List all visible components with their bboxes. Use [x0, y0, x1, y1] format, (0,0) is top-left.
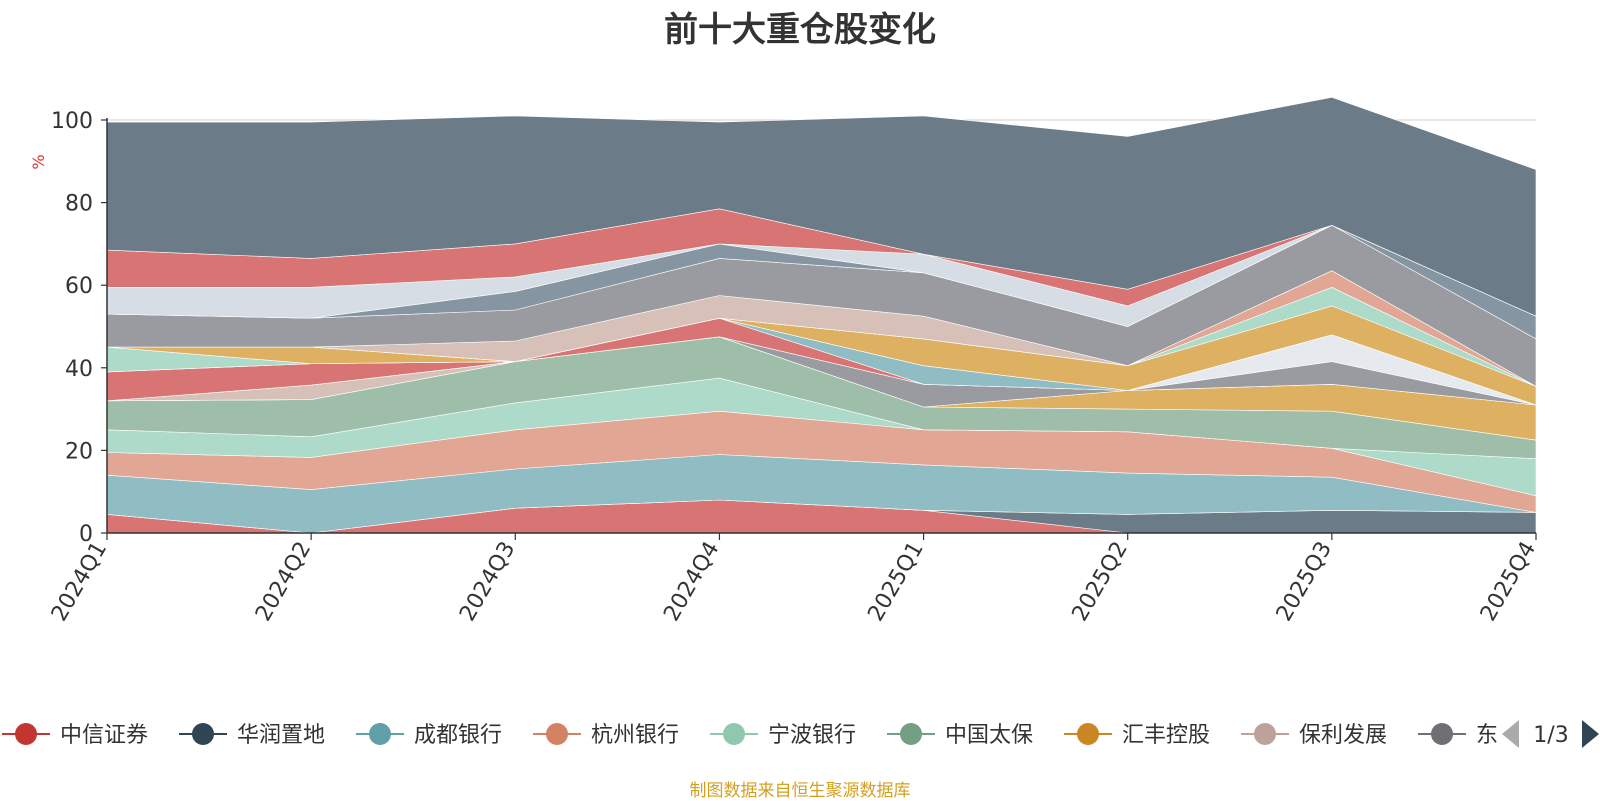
legend-label: 成都银行 [414, 723, 502, 748]
legend-next-page-icon[interactable] [1582, 720, 1599, 748]
x-tick-label: 2025Q4 [1476, 538, 1541, 626]
legend-marker [900, 723, 922, 745]
legend-label: 宁波银行 [768, 723, 856, 748]
legend-label: 华润置地 [237, 723, 325, 748]
legend-marker [723, 723, 745, 745]
legend-marker [1431, 723, 1453, 745]
legend-item[interactable]: 成都银行 [356, 723, 502, 748]
legend-label: 保利发展 [1299, 723, 1387, 748]
x-tick-label: 2025Q1 [863, 538, 928, 626]
legend[interactable]: 中信证券 华润置地 成都银行 杭州银行 宁波银行 中国太保 汇丰控股 保利发展 东 1/3 [2, 712, 1600, 758]
legend-marker [1077, 723, 1099, 745]
legend-item[interactable]: 汇丰控股 [1064, 723, 1210, 748]
x-tick-label: 2024Q1 [47, 538, 112, 626]
y-tick-label: 40 [65, 357, 93, 382]
legend-item[interactable]: 宁波银行 [710, 723, 856, 748]
legend-prev-page-icon[interactable] [1502, 720, 1519, 748]
legend-label: 中信证券 [60, 723, 148, 748]
legend-item[interactable]: 华润置地 [179, 723, 325, 748]
legend-page-indicator: 1/3 [1533, 723, 1568, 748]
legend-label: 汇丰控股 [1122, 723, 1210, 748]
y-axis-unit: % [29, 154, 48, 169]
legend-label: 中国太保 [945, 723, 1033, 748]
y-tick-label: 0 [79, 522, 93, 547]
x-tick-label: 2024Q4 [659, 538, 724, 626]
legend-marker [1254, 723, 1276, 745]
legend-item[interactable]: 中国太保 [887, 723, 1033, 748]
legend-item[interactable]: 杭州银行 [533, 723, 679, 748]
legend-marker [192, 723, 214, 745]
chart-title: 前十大重仓股变化 [664, 10, 936, 50]
legend-marker [15, 723, 37, 745]
x-tick-label: 2025Q2 [1068, 538, 1133, 626]
area-series-21[interactable] [106, 96, 1537, 317]
legend-item[interactable]: 中信证券 [2, 723, 148, 748]
x-tick-label: 2025Q3 [1272, 538, 1337, 626]
y-tick-label: 20 [65, 439, 93, 464]
y-tick-label: 100 [51, 109, 93, 134]
data-source-note: 制图数据来自恒生聚源数据库 [689, 781, 911, 801]
legend-marker [546, 723, 568, 745]
legend-item[interactable]: 保利发展 [1241, 723, 1387, 748]
legend-label: 东 [1476, 723, 1498, 748]
area-layer [106, 96, 1537, 534]
y-tick-label: 80 [65, 192, 93, 217]
legend-item[interactable]: 东 [1418, 723, 1498, 748]
y-tick-label: 60 [65, 274, 93, 299]
legend-label: 杭州银行 [591, 723, 679, 748]
x-tick-label: 2024Q2 [251, 538, 316, 626]
legend-marker [369, 723, 391, 745]
x-tick-label: 2024Q3 [455, 538, 520, 626]
